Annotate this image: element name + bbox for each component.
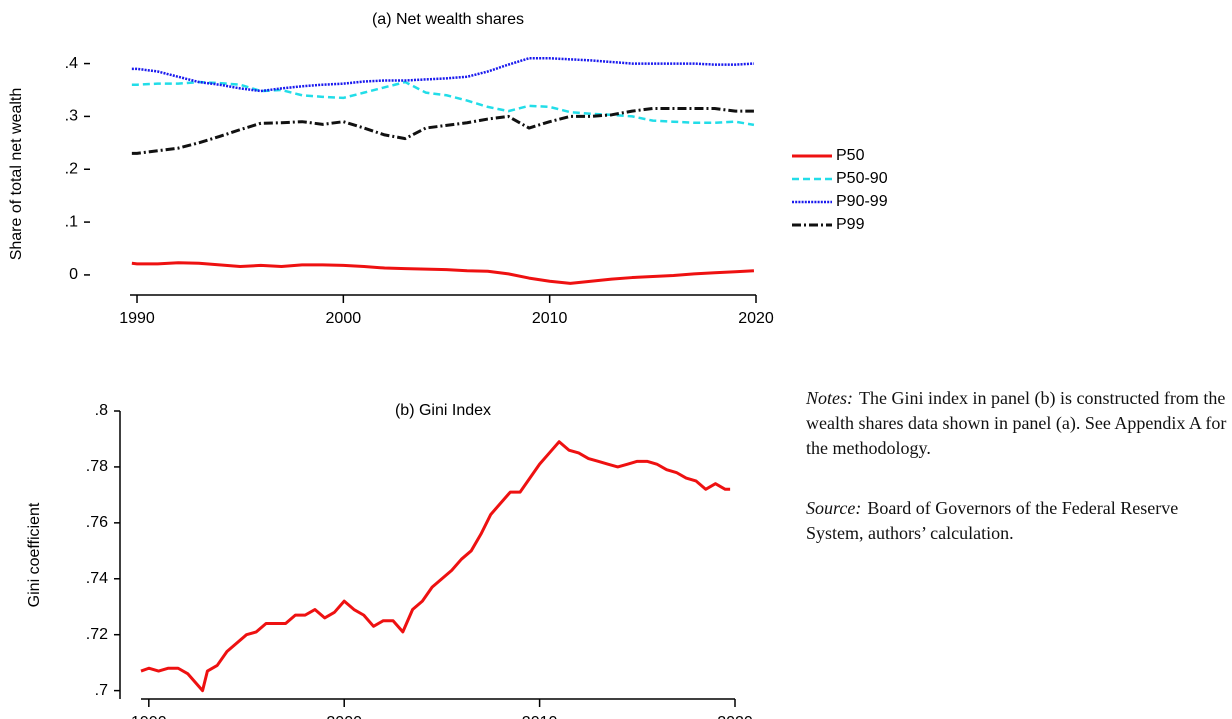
- y-tick-label: 0: [69, 266, 78, 283]
- notes-label: Notes:: [806, 388, 853, 408]
- line-series: [131, 80, 755, 127]
- line-series: [140, 440, 731, 693]
- notes: Notes: The Gini index in panel (b) is con…: [806, 386, 1230, 461]
- y-tick-label: .3: [65, 108, 78, 125]
- y-tick-label: .76: [86, 514, 108, 531]
- line-series: [131, 261, 755, 285]
- notes-text: The Gini index in panel (b) is construct…: [806, 388, 1227, 458]
- y-tick-label: .1: [65, 213, 78, 230]
- chart-title: (b) Gini Index: [395, 402, 491, 419]
- legend-label: P50: [836, 147, 865, 164]
- y-tick-label: .74: [86, 570, 108, 587]
- x-tick-label: 2010: [522, 714, 558, 719]
- x-tick-label: 1990: [119, 310, 155, 327]
- legend-label: P50-90: [836, 170, 888, 187]
- y-axis-label: Gini coefficient: [26, 502, 43, 607]
- y-tick-label: .2: [65, 160, 78, 177]
- x-tick-label: 1990: [131, 714, 167, 719]
- y-tick-label: .8: [95, 402, 108, 419]
- x-tick-label: 2000: [326, 714, 362, 719]
- line-series: [131, 106, 754, 155]
- source-label: Source:: [806, 498, 862, 518]
- source-text: Board of Governors of the Federal Reserv…: [806, 498, 1179, 543]
- line-series: [131, 57, 755, 93]
- x-tick-label: 2010: [532, 310, 568, 327]
- legend-label: P99: [836, 216, 865, 233]
- y-tick-label: .7: [95, 682, 108, 699]
- legend-label: P90-99: [836, 193, 888, 210]
- y-tick-label: .4: [65, 55, 78, 72]
- y-axis-label: Share of total net wealth: [8, 88, 25, 261]
- y-tick-label: .72: [86, 626, 108, 643]
- x-tick-label: 2020: [738, 310, 774, 327]
- source: Source: Board of Governors of the Federal…: [806, 496, 1230, 546]
- x-tick-label: 2020: [717, 714, 753, 719]
- y-tick-label: .78: [86, 458, 108, 475]
- x-tick-label: 2000: [326, 310, 362, 327]
- chart-title: (a) Net wealth shares: [372, 11, 524, 28]
